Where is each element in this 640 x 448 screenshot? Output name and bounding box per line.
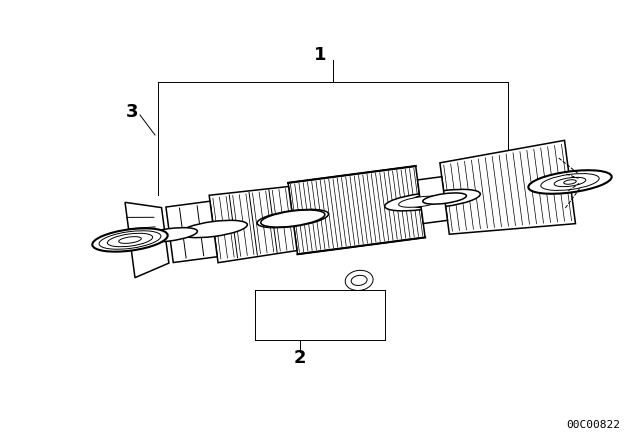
Text: 3: 3: [125, 103, 138, 121]
Text: 00C00822: 00C00822: [566, 420, 620, 430]
Ellipse shape: [257, 209, 328, 228]
Text: 1: 1: [314, 46, 326, 64]
Text: 2: 2: [294, 349, 307, 367]
Ellipse shape: [554, 177, 586, 187]
Ellipse shape: [92, 228, 168, 252]
Ellipse shape: [142, 228, 197, 242]
Ellipse shape: [529, 170, 612, 194]
Ellipse shape: [423, 193, 467, 204]
Ellipse shape: [260, 210, 325, 227]
Ellipse shape: [564, 180, 576, 184]
Ellipse shape: [345, 270, 373, 290]
Ellipse shape: [385, 193, 456, 211]
Polygon shape: [417, 177, 447, 224]
Polygon shape: [125, 202, 169, 278]
Ellipse shape: [541, 173, 599, 190]
Ellipse shape: [180, 220, 247, 237]
Polygon shape: [166, 201, 217, 263]
Ellipse shape: [118, 237, 141, 243]
Ellipse shape: [108, 233, 152, 247]
Ellipse shape: [399, 196, 442, 207]
Polygon shape: [209, 186, 297, 263]
Ellipse shape: [409, 190, 480, 208]
Ellipse shape: [99, 231, 161, 249]
Polygon shape: [440, 140, 575, 234]
Ellipse shape: [351, 276, 367, 285]
Polygon shape: [288, 166, 425, 254]
